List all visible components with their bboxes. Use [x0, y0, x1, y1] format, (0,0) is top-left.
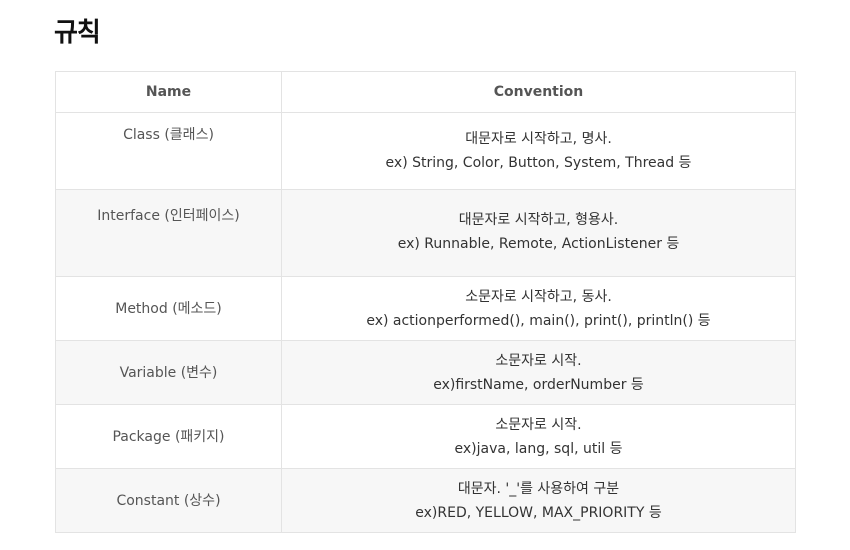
page-title: 규칙 [54, 18, 101, 48]
convention-rule: 소문자로 시작. [495, 416, 582, 433]
convention-example: ex)firstName, orderNumber 등 [433, 376, 644, 393]
convention-example: ex)RED, YELLOW, MAX_PRIORITY 등 [415, 504, 662, 521]
convention-example: ex)java, lang, sql, util 등 [454, 440, 623, 457]
convention-rule: 대문자로 시작하고, 명사. [465, 131, 612, 147]
header-name: Name [55, 71, 282, 113]
row-name: Constant (상수) [55, 468, 282, 533]
convention-example: ex) String, Color, Button, System, Threa… [385, 155, 692, 171]
row-convention: 소문자로 시작. ex)java, lang, sql, util 등 [281, 404, 796, 469]
table-row: Class (클래스) 대문자로 시작하고, 명사. ex) String, C… [55, 112, 796, 190]
table-row: Interface (인터페이스) 대문자로 시작하고, 형용사. ex) Ru… [55, 189, 796, 277]
table-row: Constant (상수) 대문자. '_'를 사용하여 구분 ex)RED, … [55, 468, 796, 533]
row-convention: 대문자로 시작하고, 명사. ex) String, Color, Button… [281, 112, 796, 190]
row-name: Method (메소드) [55, 276, 282, 341]
table-row: Method (메소드) 소문자로 시작하고, 동사. ex) actionpe… [55, 276, 796, 341]
row-convention: 대문자로 시작하고, 형용사. ex) Runnable, Remote, Ac… [281, 189, 796, 277]
row-name: Class (클래스) [55, 112, 282, 190]
header-convention: Convention [281, 71, 796, 113]
row-convention: 소문자로 시작하고, 동사. ex) actionperformed(), ma… [281, 276, 796, 341]
convention-rule: 대문자로 시작하고, 형용사. [458, 212, 619, 228]
convention-example: ex) Runnable, Remote, ActionListener 등 [397, 236, 680, 252]
convention-rule: 대문자. '_'를 사용하여 구분 [457, 480, 620, 497]
table-row: Variable (변수) 소문자로 시작. ex)firstName, ord… [55, 340, 796, 405]
table-header-row: Name Convention [55, 71, 796, 113]
row-convention: 소문자로 시작. ex)firstName, orderNumber 등 [281, 340, 796, 405]
convention-rule: 소문자로 시작. [495, 352, 582, 369]
row-name: Interface (인터페이스) [55, 189, 282, 277]
naming-rules-table: Name Convention Class (클래스) 대문자로 시작하고, 명… [55, 71, 796, 533]
row-name: Variable (변수) [55, 340, 282, 405]
row-convention: 대문자. '_'를 사용하여 구분 ex)RED, YELLOW, MAX_PR… [281, 468, 796, 533]
convention-example: ex) actionperformed(), main(), print(), … [366, 312, 711, 329]
row-name: Package (패키지) [55, 404, 282, 469]
convention-rule: 소문자로 시작하고, 동사. [465, 288, 612, 305]
table-row: Package (패키지) 소문자로 시작. ex)java, lang, sq… [55, 404, 796, 469]
